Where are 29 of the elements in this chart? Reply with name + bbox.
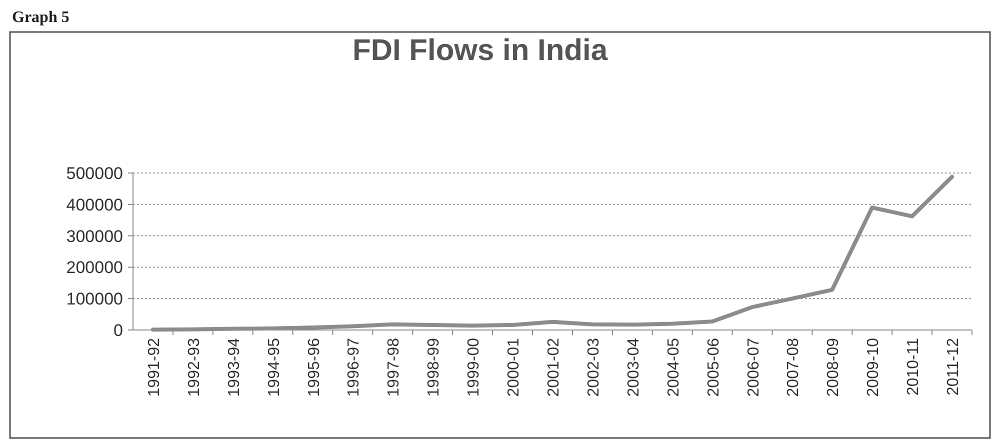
x-tick-label: 2000-01 xyxy=(506,338,523,397)
x-tick-label: 1997-98 xyxy=(386,338,403,397)
x-tick-label: 1993-94 xyxy=(226,338,243,397)
x-tick-label: 2001-02 xyxy=(546,338,562,397)
x-tick-label: 2005-06 xyxy=(705,338,722,397)
x-tick-label: 2011-12 xyxy=(945,338,962,396)
x-tick-label: 2008-09 xyxy=(825,338,842,397)
y-tick-label: 500000 xyxy=(66,164,123,183)
x-tick-label: 1999-00 xyxy=(466,338,483,397)
x-tick-label: 2006-07 xyxy=(745,338,762,397)
y-tick-label: 100000 xyxy=(66,290,123,309)
x-tick-label: 2004-05 xyxy=(665,338,682,397)
x-tick-label: 1995-96 xyxy=(306,338,323,397)
y-tick-label: 200000 xyxy=(66,258,123,278)
x-tick-label: 2007-08 xyxy=(785,338,802,397)
chart-title: FDI Flows in India xyxy=(352,34,608,67)
y-tick-label: 300000 xyxy=(66,226,123,246)
x-tick-label: 2003-04 xyxy=(625,338,642,397)
x-tick-label: 1996-97 xyxy=(346,338,363,397)
x-tick-label: 2002-03 xyxy=(585,338,602,397)
x-tick-label: 1998-99 xyxy=(426,338,443,397)
x-tick-label: 1991-92 xyxy=(146,338,163,397)
x-tick-label: 2009-10 xyxy=(865,338,882,397)
caption: Graph 5 xyxy=(12,9,70,26)
x-tick-label: 2010-11 xyxy=(905,338,922,396)
y-tick-label: 400000 xyxy=(66,195,123,214)
y-tick-label: 0 xyxy=(114,320,123,340)
x-tick-label: 1992-93 xyxy=(186,338,203,397)
x-tick-label: 1994-95 xyxy=(266,338,283,397)
